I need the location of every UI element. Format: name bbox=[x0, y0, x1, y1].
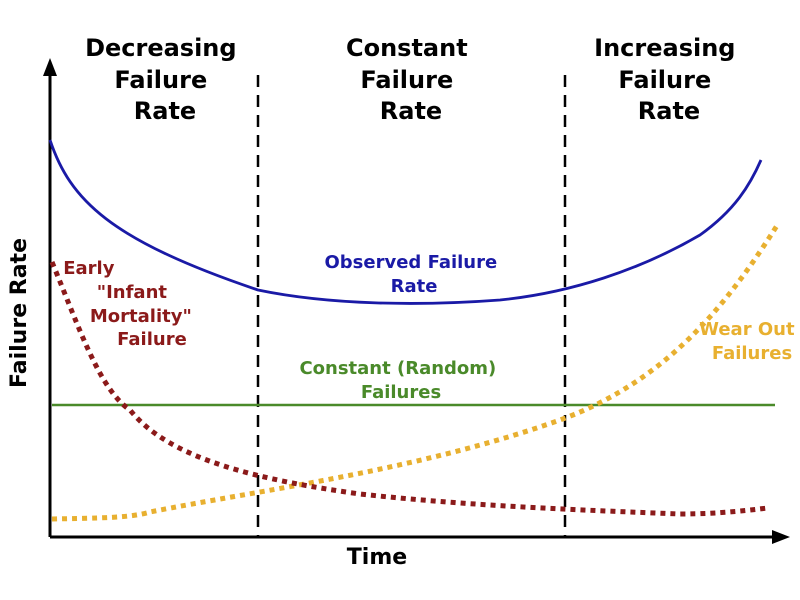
curve-label-line: Mortality" bbox=[90, 306, 192, 327]
region-title-line: Rate bbox=[638, 97, 700, 125]
curve-label-line: Observed Failure bbox=[325, 252, 498, 273]
wear-out-failure-label: Wear Out Failures bbox=[699, 319, 800, 364]
y-axis-arrow-icon bbox=[43, 58, 57, 76]
region-title-line: Rate bbox=[134, 97, 196, 125]
region-title-line: Rate bbox=[380, 97, 442, 125]
region-title-line: Decreasing bbox=[85, 34, 237, 62]
region-title-decreasing: Decreasing Failure Rate bbox=[85, 34, 245, 125]
region-title-line: Constant bbox=[346, 34, 468, 62]
curve-label-line: Rate bbox=[391, 276, 438, 297]
x-axis-arrow-icon bbox=[772, 530, 790, 544]
infant-mortality-curve bbox=[49, 261, 769, 517]
curve-label-line: Early bbox=[63, 258, 114, 279]
y-axis-label: Failure Rate bbox=[7, 238, 32, 388]
observed-failure-curve bbox=[48, 139, 763, 305]
curve-label-line: "Infant bbox=[97, 282, 168, 303]
curve-label-line: Constant (Random) bbox=[299, 358, 496, 379]
infant-mortality-label: Early "Infant Mortality" Failure bbox=[63, 258, 198, 350]
region-title-increasing: Increasing Failure Rate bbox=[594, 34, 744, 125]
wear-out-failure-curve bbox=[51, 222, 781, 522]
observed-failure-label: Observed Failure Rate bbox=[325, 252, 504, 297]
curve-label-line: Failures bbox=[712, 343, 792, 364]
constant-failure-label: Constant (Random) Failures bbox=[299, 358, 502, 403]
curve-label-line: Failure bbox=[117, 329, 187, 350]
region-title-constant: Constant Failure Rate bbox=[346, 34, 476, 125]
curve-label-line: Wear Out bbox=[699, 319, 795, 340]
region-title-line: Failure bbox=[360, 66, 453, 94]
region-title-line: Increasing bbox=[594, 34, 735, 62]
region-title-line: Failure bbox=[618, 66, 711, 94]
x-axis-label: Time bbox=[347, 545, 407, 570]
curve-label-line: Failures bbox=[361, 382, 441, 403]
region-title-line: Failure bbox=[114, 66, 207, 94]
